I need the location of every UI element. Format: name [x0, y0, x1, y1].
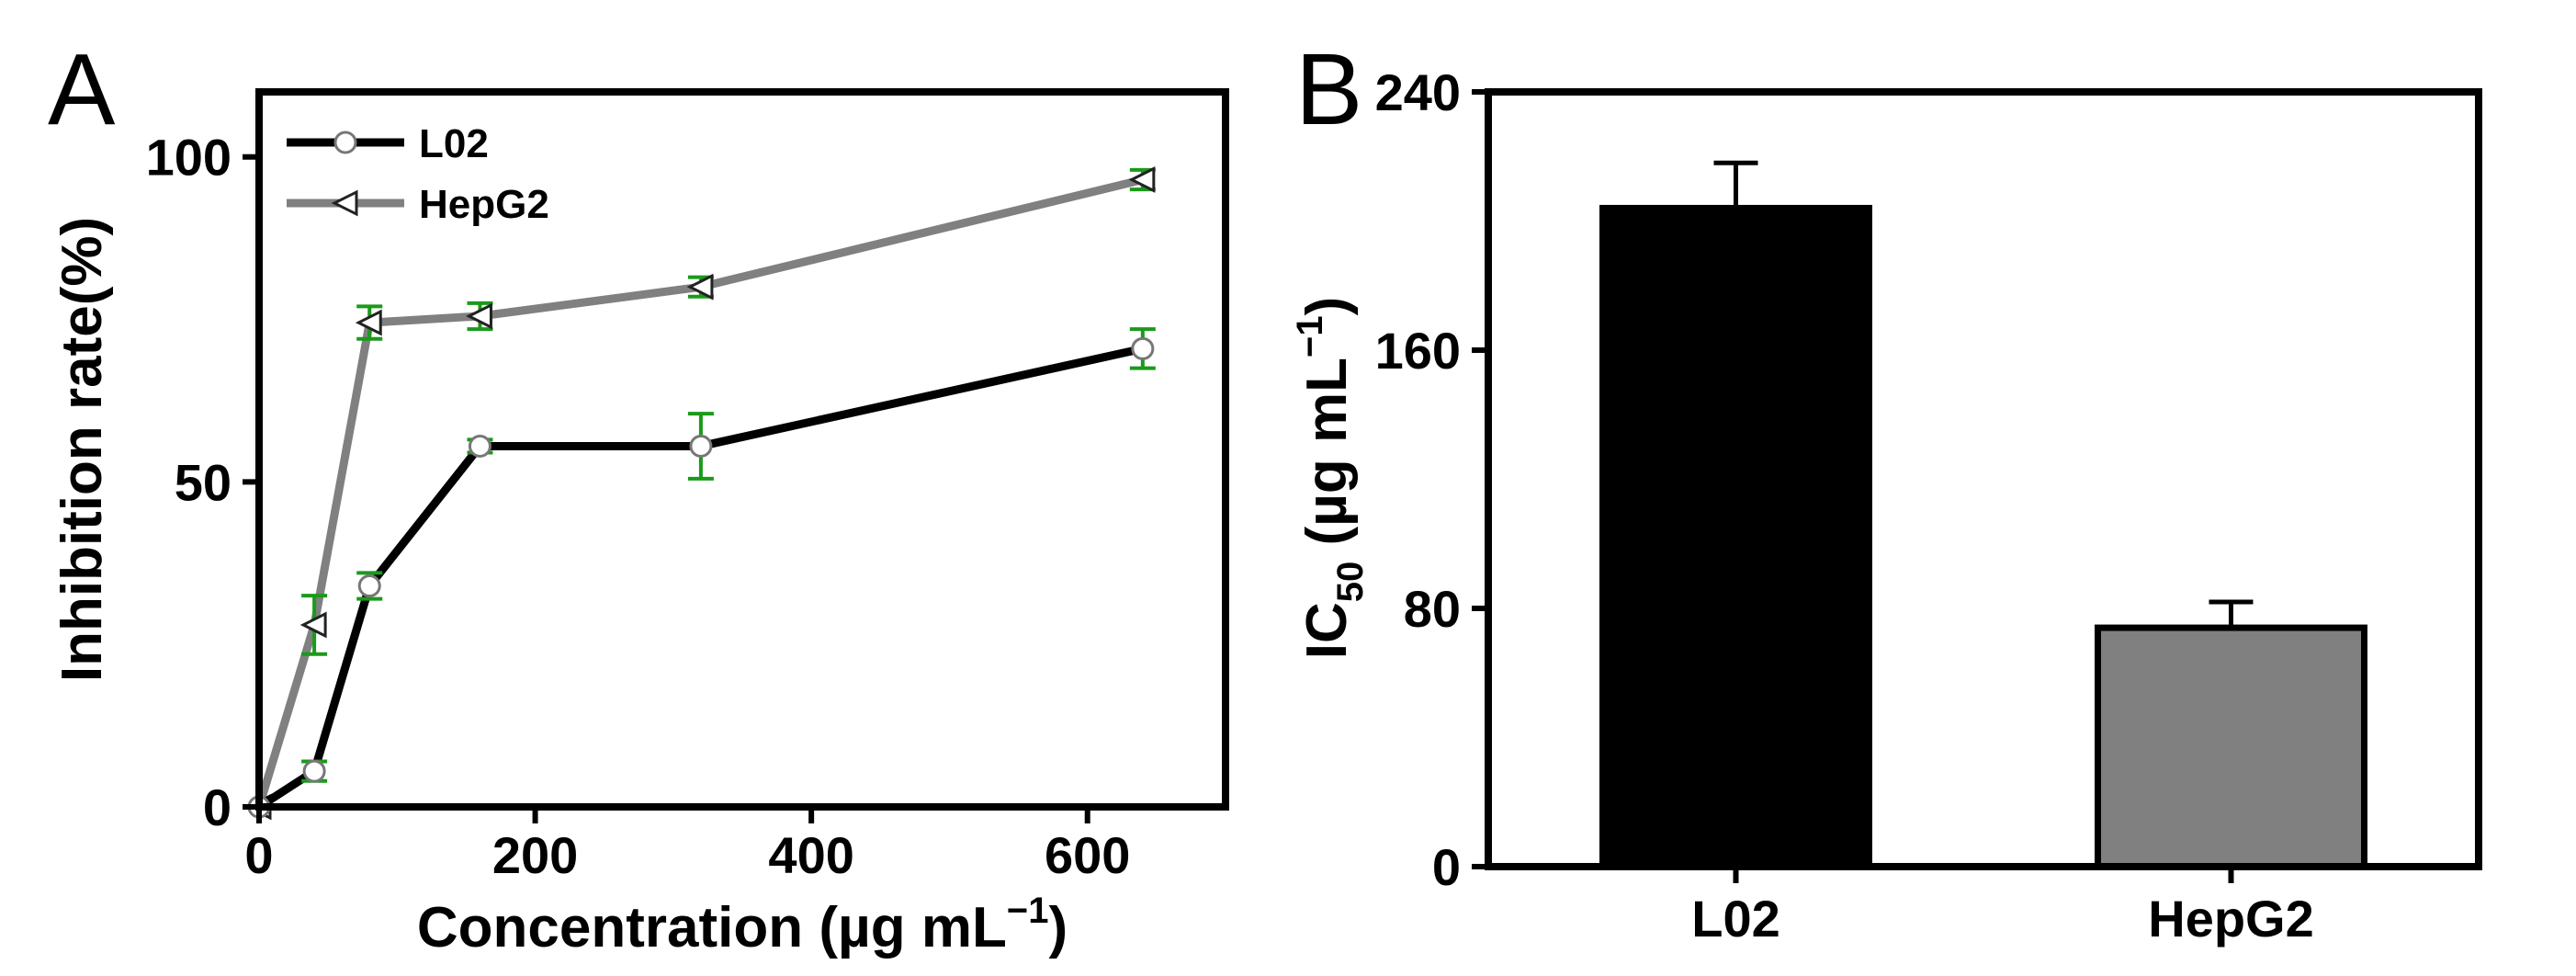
panel-b-ylabel-sup: −1: [1290, 315, 1330, 357]
point-HepG2: [466, 302, 492, 330]
panel-a-x-tick-label: 600: [1045, 826, 1130, 884]
panel-a: A 0 200 400 600 0 50 100 Inhibition rate(%) Co…: [48, 33, 1229, 959]
panel-a-xlabel-sup: −1: [1007, 891, 1049, 931]
panel-b-y-tick-label: 160: [1375, 322, 1461, 380]
legend-label-L02: L02: [419, 121, 489, 166]
legend-marker-L02: [333, 131, 357, 154]
point-L02: [1131, 336, 1155, 360]
panel-a-xlabel-main: Concentration (µg mL: [417, 896, 1007, 959]
panel-b-x-tick-label: L02: [1691, 890, 1780, 948]
panel-a-frame: [255, 88, 1229, 811]
panel-b-ylabel-sub: 50: [1330, 562, 1371, 603]
point-HepG2: [686, 273, 714, 301]
panel-a-letter: A: [48, 33, 116, 146]
panel-b-frame: [1485, 88, 2482, 870]
point-HepG2: [355, 309, 382, 336]
panel-b-ylabel: IC50 (µg mL−1): [1290, 297, 1371, 659]
panel-a-legend: L02 HepG2: [287, 121, 549, 227]
panel-b-letter: B: [1295, 33, 1362, 146]
point-L02: [357, 574, 381, 598]
panel-a-xlabel-end: ): [1048, 896, 1068, 959]
panel-a-x-tick-label: 200: [492, 826, 578, 884]
panel-a-y-tick-label: 100: [146, 129, 232, 187]
panel-a-y-tick-label: 0: [203, 778, 232, 836]
panel-a-y-tick-label: 50: [175, 453, 232, 511]
series-line-HepG2: [254, 176, 1144, 809]
point-L02: [302, 759, 326, 783]
panel-b: B 0 80 160 240 L02 HepG2 IC50 (µg mL−1): [1290, 33, 2482, 948]
panel-a-x-tick-label: 0: [244, 826, 273, 884]
point-L02: [468, 434, 491, 458]
panel-b-ylabel-end: ): [1295, 297, 1359, 316]
panel-b-y-tick-label: 240: [1375, 63, 1461, 121]
bar-HepG2: [2095, 624, 2367, 870]
legend-marker-HepG2: [331, 189, 358, 217]
panel-b-ylabel-rest: (µg mL: [1295, 357, 1359, 562]
bar-L02: [1599, 204, 1872, 870]
panel-a-ylabel: Inhibition rate(%): [51, 217, 114, 682]
point-L02: [689, 434, 713, 458]
legend-label-HepG2: HepG2: [419, 182, 549, 227]
point-HepG2: [1128, 166, 1156, 193]
panel-a-xlabel: Concentration (µg mL−1): [417, 891, 1068, 959]
point-HepG2: [299, 611, 327, 639]
panel-b-y-tick-label: 0: [1432, 838, 1461, 896]
panel-a-x-tick-label: 400: [768, 826, 853, 884]
panel-b-x-tick-label: HepG2: [2148, 890, 2314, 948]
panel-b-y-tick-label: 80: [1404, 580, 1461, 638]
panel-b-ylabel-main: IC: [1295, 602, 1359, 659]
